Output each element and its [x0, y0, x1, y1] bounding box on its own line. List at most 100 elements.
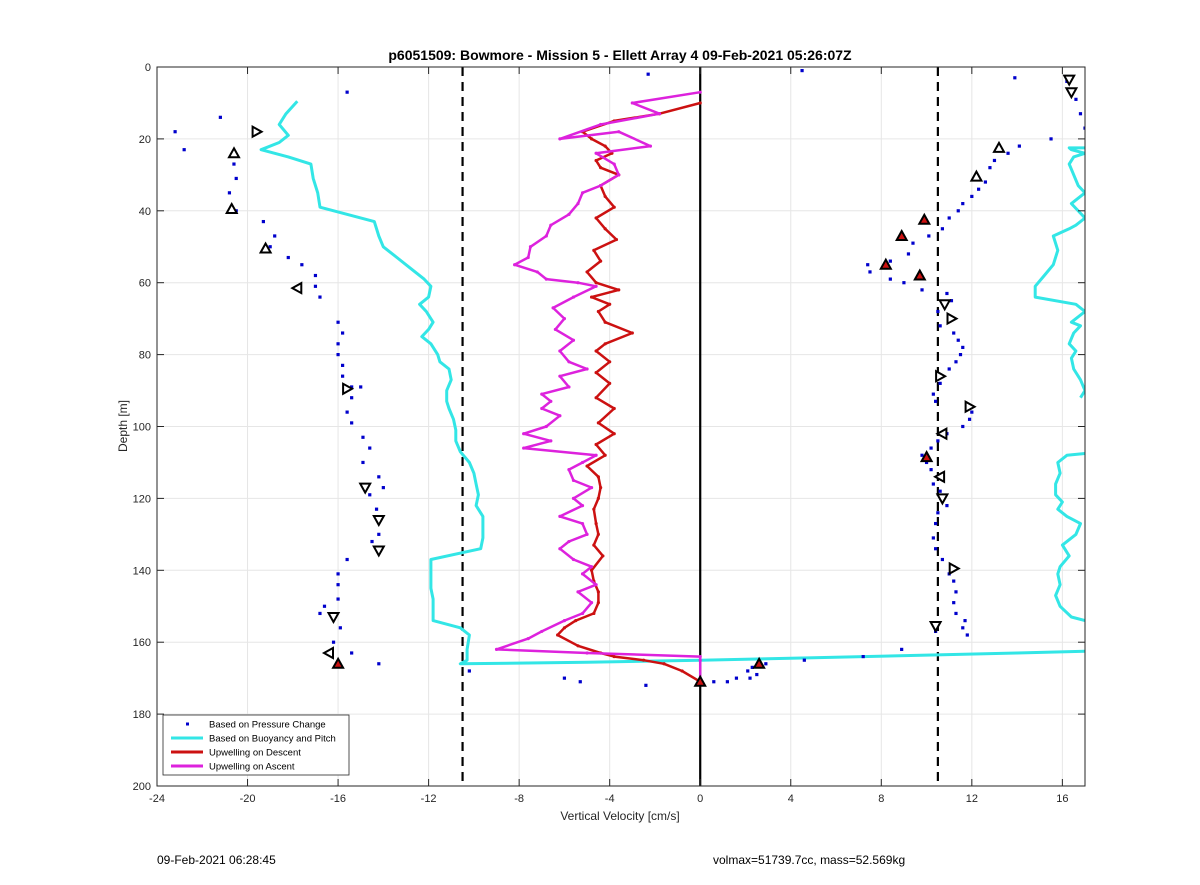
pressure-point [286, 255, 290, 260]
pressure-point [938, 381, 942, 385]
pressure-point [965, 633, 969, 637]
series-point-ascent [528, 245, 533, 249]
series-point-descent [642, 658, 646, 662]
series-point-ascent [580, 191, 585, 195]
legend-item: Upwelling on Ascent [171, 762, 295, 773]
series-point-ascent [540, 629, 544, 634]
series-point-ascent [580, 521, 585, 526]
velocity-marker [935, 369, 948, 383]
series-point-ascent [558, 374, 562, 378]
pressure-point [958, 353, 963, 357]
velocity-marker [290, 281, 303, 295]
series-point-ascent [562, 619, 567, 623]
series-point-descent [614, 237, 619, 242]
series-point-descent [612, 432, 616, 436]
series-point-ascent [585, 367, 589, 371]
pressure-point [931, 536, 935, 540]
series-point-ascent [617, 173, 621, 177]
pressure-point [900, 647, 904, 651]
series-point-ascent [589, 486, 594, 490]
pressure-point [967, 417, 972, 421]
pressure-point [646, 72, 650, 76]
series-point-ascent [535, 270, 539, 274]
pressure-point [261, 219, 265, 224]
series-point-ascent [599, 184, 603, 188]
series-point-ascent [558, 137, 562, 141]
series-point-descent [594, 521, 598, 526]
series-point-descent [603, 453, 607, 457]
velocity-marker [935, 427, 948, 441]
series-point-descent [556, 633, 560, 637]
series-point-ascent [558, 414, 562, 418]
series-point-descent [617, 288, 621, 292]
series-point-ascent [567, 539, 571, 544]
y-tick-label: 100 [133, 422, 151, 434]
series-point-descent [585, 270, 589, 274]
pressure-point [1083, 126, 1085, 130]
series-point-descent [596, 532, 600, 536]
pressure-point [350, 651, 354, 655]
series-point-descent [601, 554, 605, 558]
series-point-descent [594, 370, 598, 375]
pressure-point [173, 130, 177, 134]
series-point-ascent [567, 468, 571, 472]
pressure-point [1013, 76, 1017, 80]
pressure-point [920, 453, 924, 457]
pressure-point [1017, 144, 1021, 148]
pressure-point [764, 662, 768, 666]
pressure-point [755, 672, 759, 677]
series-point-ascent [571, 496, 576, 500]
series-point-ascent [580, 503, 585, 508]
pressure-point [920, 288, 924, 292]
series-point-descent [562, 626, 567, 630]
series-point-ascent [580, 572, 585, 576]
pressure-point [370, 539, 374, 544]
pressure-point [1006, 151, 1010, 155]
velocity-marker [358, 482, 372, 495]
velocity-marker [919, 450, 934, 463]
x-tick-label: 8 [878, 793, 884, 805]
pressure-point [368, 446, 372, 450]
y-tick-label: 180 [133, 709, 151, 721]
plot-area: -24 -20 -16 -12 -8 -4 0 4 8 12 1602040608010012014… [133, 62, 1086, 805]
pressure-point [949, 299, 954, 303]
pressure-point [861, 654, 865, 659]
x-tick-label: -20 [240, 793, 256, 805]
series-point-descent [594, 442, 598, 447]
series-point-descent [662, 662, 666, 666]
pressure-point [929, 468, 933, 472]
velocity-marker [372, 545, 386, 558]
series-point-ascent [594, 453, 598, 457]
series-point-ascent [589, 601, 594, 605]
pressure-point [931, 482, 935, 486]
series-line-ascent [495, 90, 702, 682]
pressure-point [377, 532, 381, 536]
series-point-descent [594, 216, 598, 220]
velocity-marker [752, 656, 766, 669]
pressure-point [374, 507, 379, 511]
pressure-point [467, 669, 471, 673]
pressure-point [961, 626, 965, 630]
velocity-marker [948, 561, 961, 576]
series-point-descent [612, 406, 616, 411]
y-tick-label: 120 [133, 493, 151, 505]
pressure-point [934, 521, 938, 526]
y-tick-label: 20 [139, 134, 151, 146]
pressure-point [954, 590, 958, 594]
series-point-ascent [571, 295, 576, 299]
series-point-descent [603, 144, 607, 148]
pressure-point [866, 263, 870, 267]
series-point-ascent [576, 590, 580, 594]
pressure-point [227, 191, 232, 195]
series-point-ascent [544, 424, 548, 429]
series-point-descent [612, 205, 616, 209]
pressure-point [961, 345, 965, 350]
series-point-ascent [513, 263, 517, 267]
footer-timestamp: 09-Feb-2021 06:28:45 [157, 853, 276, 867]
pressure-point [350, 421, 354, 425]
series-point-descent [698, 101, 702, 105]
pressure-point [361, 435, 365, 439]
pressure-point [945, 291, 949, 296]
velocity-marker [895, 228, 909, 241]
